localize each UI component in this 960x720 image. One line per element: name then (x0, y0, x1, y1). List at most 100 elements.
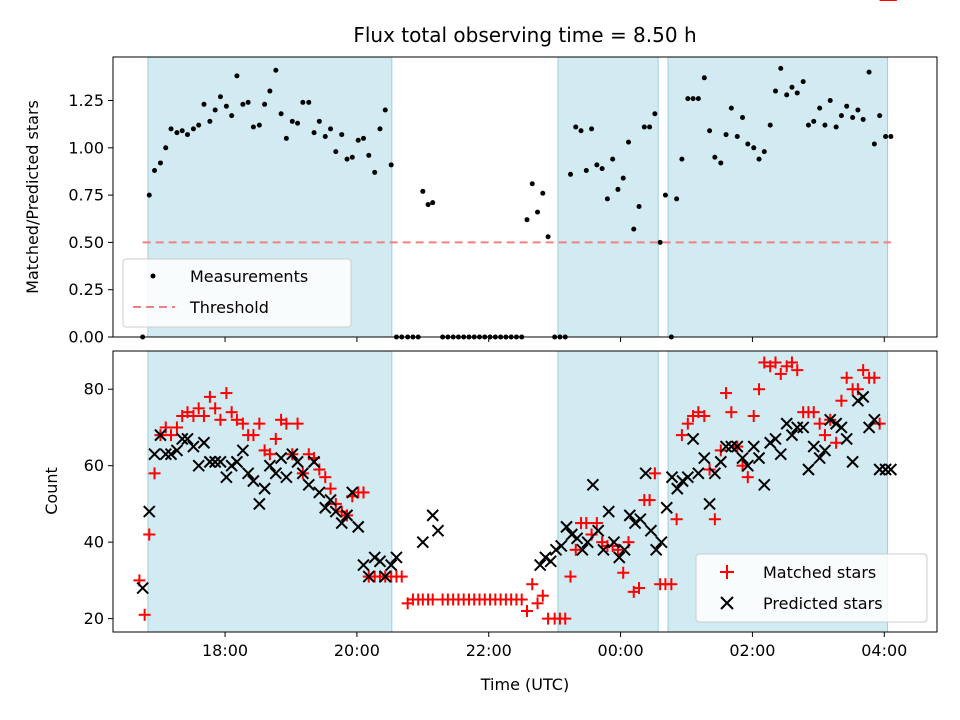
measurement-point (594, 162, 600, 168)
ytick-label: 20 (84, 609, 104, 628)
matched-star-point (165, 429, 178, 442)
measurement-point (679, 156, 685, 162)
predicted-star-point (426, 509, 439, 522)
predicted-star-point (613, 551, 626, 564)
matched-star-point (197, 409, 210, 422)
measurement-point (761, 149, 767, 155)
measurement-point (695, 96, 701, 102)
predicted-star-point (258, 482, 271, 495)
predicted-star-point (340, 509, 354, 522)
predicted-star-point (241, 467, 255, 480)
matched-star-point (280, 417, 293, 430)
measurement-point (822, 122, 828, 128)
matched-star-point (747, 409, 760, 422)
predicted-star-point (591, 524, 605, 537)
matched-star-point (138, 608, 151, 621)
measurement-point (545, 234, 551, 240)
predicted-star-point (346, 486, 359, 499)
measurement-point (883, 133, 889, 139)
predicted-star-point (197, 436, 211, 449)
xtick-label: 20:00 (334, 641, 380, 660)
measurement-point (707, 128, 713, 134)
legend-predicted-marker (720, 596, 734, 610)
legend-matched-marker (720, 565, 734, 579)
ratio-panel-ylabel: Matched/Predicted stars (23, 100, 42, 294)
measurement-point (295, 120, 301, 126)
measurement-point (662, 192, 668, 198)
measurement-point (174, 130, 180, 136)
measurement-point (844, 103, 850, 109)
matched-star-point (840, 371, 853, 384)
predicted-star-point (676, 474, 689, 488)
matched-star-point (725, 406, 738, 419)
predicted-star-point (813, 451, 826, 465)
measurement-point (567, 171, 573, 177)
matched-star-point (807, 406, 820, 419)
matched-star-point (536, 589, 549, 602)
matched-star-point (395, 570, 408, 583)
measurement-point (311, 130, 317, 136)
measurement-point (745, 141, 751, 147)
matched-star-point (698, 409, 711, 422)
matched-star-point (720, 387, 733, 400)
matched-star-point (247, 429, 260, 442)
measurement-point (589, 126, 595, 132)
measurement-point (234, 73, 240, 79)
predicted-star-point (868, 413, 881, 427)
measurement-point (283, 135, 289, 141)
xtick-label: 02:00 (729, 641, 775, 660)
matched-star-point (857, 364, 870, 377)
legend-threshold-label: Threshold (189, 298, 269, 317)
predicted-star-point (576, 543, 589, 557)
predicted-star-point (296, 467, 310, 480)
matched-star-point (263, 448, 276, 461)
measurement-point (701, 75, 707, 81)
predicted-star-point (253, 497, 266, 511)
measurement-point (250, 124, 256, 130)
ytick-label: 0.00 (68, 328, 104, 347)
matched-star-point (851, 383, 864, 396)
matched-star-point (791, 364, 804, 377)
measurement-point (179, 128, 185, 134)
predicted-star-point (181, 432, 194, 446)
measurement-point (778, 65, 784, 71)
matched-star-point (220, 387, 233, 400)
measurement-point (838, 113, 844, 119)
counts-legend-box (695, 553, 928, 623)
predicted-star-point (747, 440, 760, 453)
measurement-point (888, 133, 894, 139)
predicted-star-point (570, 532, 584, 545)
measurement-point (306, 99, 312, 105)
predicted-star-point (148, 448, 161, 461)
predicted-star-point (681, 470, 695, 484)
predicted-star-point (384, 558, 398, 572)
matched-star-point (703, 463, 716, 476)
measurement-point (811, 118, 817, 124)
measurement-point (620, 175, 626, 181)
matched-star-point (357, 486, 370, 499)
measurement-point (647, 124, 653, 130)
matched-star-point (648, 467, 661, 480)
measurement-point (604, 196, 610, 202)
measurement-point (184, 132, 190, 138)
observing-window-3 (667, 56, 889, 338)
legend-predicted-label: Predicted stars (763, 594, 883, 613)
predicted-star-point (840, 432, 853, 446)
measurement-point (728, 105, 734, 111)
predicted-star-point (280, 470, 293, 484)
predicted-star-point (352, 520, 365, 534)
predicted-star-point (143, 505, 156, 518)
measurement-point (344, 156, 350, 162)
matched-star-point (531, 597, 544, 610)
predicted-star-point (703, 497, 716, 511)
measurement-point (267, 88, 273, 94)
matched-star-point (835, 394, 848, 407)
xtick-label: 22:00 (466, 641, 512, 660)
measurement-point (360, 135, 366, 141)
measurement-point (690, 96, 696, 102)
predicted-star-point (390, 551, 403, 564)
measurement-point (817, 105, 823, 111)
measurement-point (877, 113, 883, 119)
measurement-point (631, 226, 637, 232)
legend-matched-label: Matched stars (763, 563, 876, 582)
